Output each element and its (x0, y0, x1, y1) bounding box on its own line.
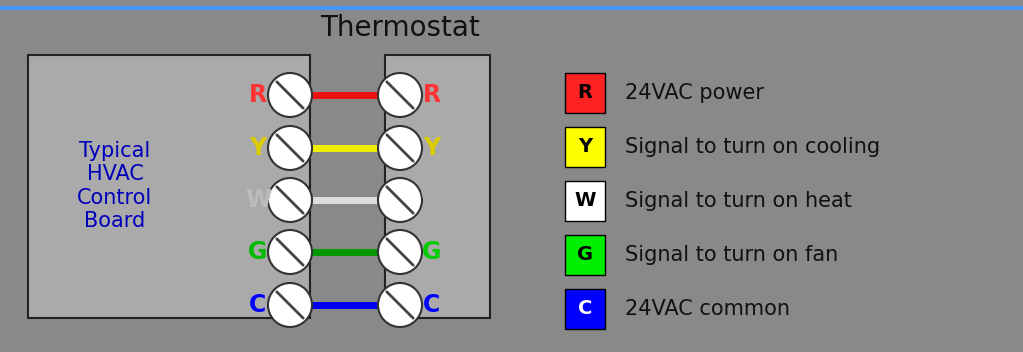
Text: C: C (250, 293, 267, 317)
Text: Y: Y (250, 136, 267, 160)
Text: Y: Y (578, 138, 592, 157)
Text: 24VAC power: 24VAC power (625, 83, 764, 103)
Circle shape (379, 178, 422, 222)
Bar (565, 235, 605, 275)
Text: Thermostat: Thermostat (320, 14, 480, 42)
Text: 24VAC common: 24VAC common (625, 299, 790, 319)
Circle shape (379, 73, 422, 117)
Text: Typical
HVAC
Control
Board: Typical HVAC Control Board (78, 141, 152, 231)
Text: R: R (249, 83, 267, 107)
Text: C: C (578, 300, 592, 319)
Text: Signal to turn on cooling: Signal to turn on cooling (625, 137, 880, 157)
Text: C: C (424, 293, 441, 317)
Bar (565, 181, 605, 221)
Circle shape (268, 178, 312, 222)
Circle shape (268, 73, 312, 117)
Circle shape (379, 230, 422, 274)
Text: G: G (249, 240, 268, 264)
Circle shape (268, 283, 312, 327)
Text: R: R (578, 83, 592, 102)
Bar (28, 55, 310, 318)
Text: W: W (419, 188, 445, 212)
Bar (385, 55, 490, 318)
Text: G: G (422, 240, 442, 264)
Text: Y: Y (424, 136, 441, 160)
Circle shape (379, 283, 422, 327)
Text: Signal to turn on heat: Signal to turn on heat (625, 191, 852, 211)
Bar (565, 127, 605, 167)
Text: W: W (244, 188, 271, 212)
Bar (565, 73, 605, 113)
Text: R: R (422, 83, 441, 107)
Bar (565, 289, 605, 329)
Circle shape (268, 230, 312, 274)
Circle shape (379, 126, 422, 170)
Text: G: G (577, 245, 593, 264)
Circle shape (268, 126, 312, 170)
Text: W: W (574, 191, 595, 210)
Text: Signal to turn on fan: Signal to turn on fan (625, 245, 838, 265)
